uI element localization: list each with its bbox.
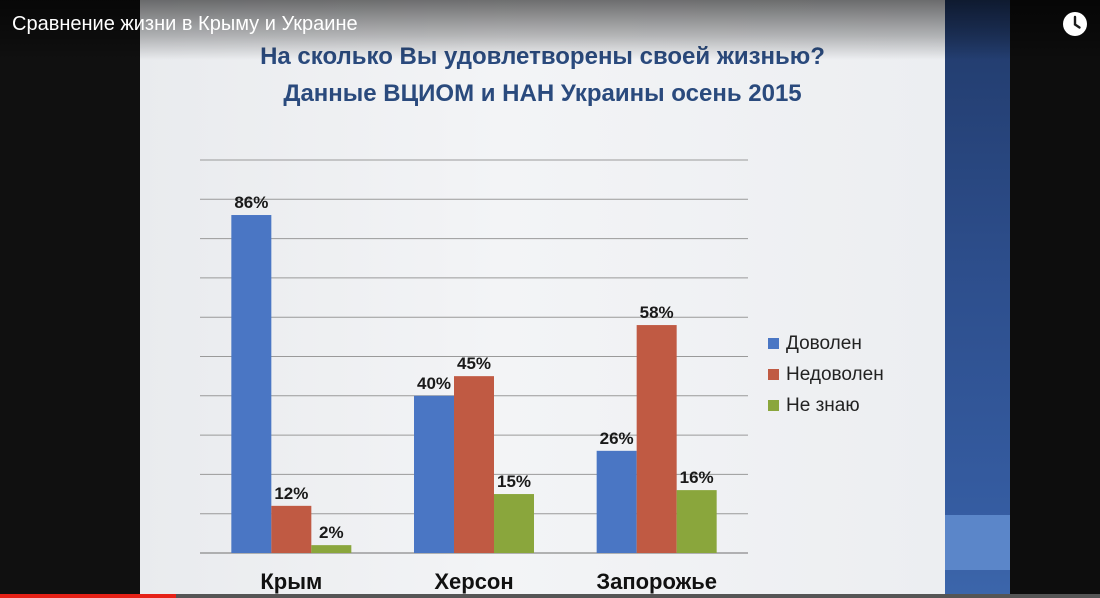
progress-bar[interactable] [0, 594, 1100, 598]
data-label: 12% [274, 484, 308, 503]
data-label: 45% [457, 354, 491, 373]
legend-label: Доволен [786, 333, 862, 354]
letterbox-left [0, 0, 140, 598]
bar [231, 215, 272, 553]
category-label: Херсон [434, 569, 513, 594]
letterbox-right [1010, 0, 1100, 598]
data-label: 86% [234, 193, 268, 212]
bar [311, 545, 352, 553]
slide-decoration [945, 0, 1010, 598]
video-title[interactable]: Сравнение жизни в Крыму и Украине [12, 13, 358, 35]
bar [454, 376, 494, 553]
slide [140, 0, 945, 598]
bar [414, 395, 454, 553]
clock-icon[interactable] [1062, 11, 1088, 37]
data-label: 58% [640, 303, 674, 322]
data-label: 16% [680, 468, 714, 487]
legend-label: Не знаю [786, 395, 860, 416]
category-label: Крым [260, 569, 322, 594]
category-label: Запорожье [596, 569, 717, 594]
legend-label: Недоволен [786, 364, 884, 385]
chart-subtitle: Данные ВЦИОМ и НАН Украины осень 2015 [283, 80, 802, 107]
bar [636, 325, 677, 553]
slide-decoration-band [945, 515, 1010, 570]
title-overlay [0, 0, 1100, 60]
bar [676, 490, 717, 553]
legend-swatch [768, 369, 779, 380]
bar [596, 450, 637, 553]
data-label: 2% [319, 523, 344, 542]
data-label: 15% [497, 472, 531, 491]
bar [494, 494, 534, 553]
legend-swatch [768, 338, 779, 349]
data-label: 40% [417, 374, 451, 393]
legend-swatch [768, 400, 779, 411]
data-label: 26% [600, 429, 634, 448]
bar [271, 505, 312, 553]
progress-played [0, 594, 176, 598]
